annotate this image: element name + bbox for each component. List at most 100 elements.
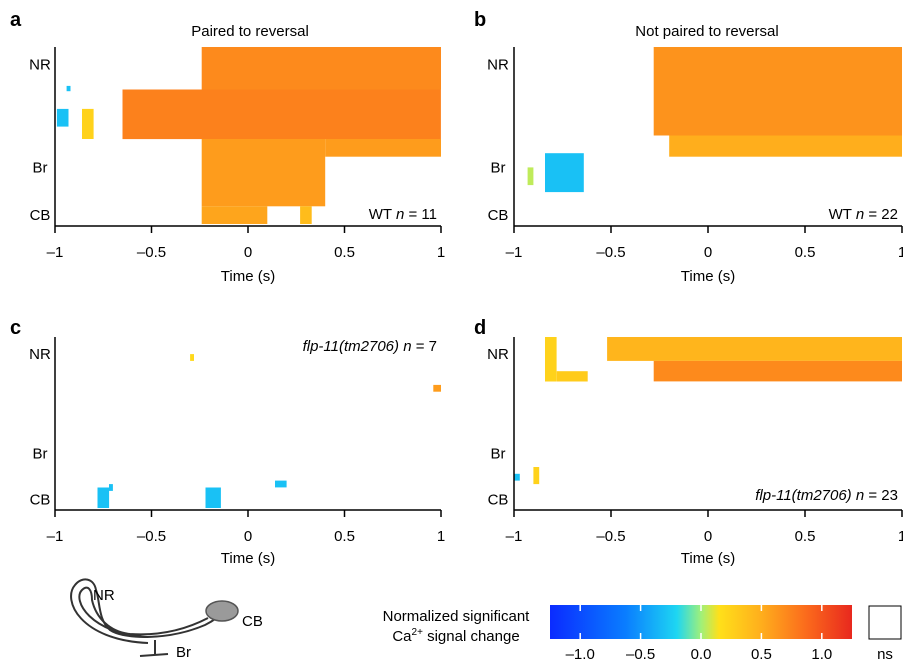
heatmap-cell-c-4 [205, 487, 221, 508]
heatmap-cell-a-7 [56, 108, 69, 127]
x-tick-label-c-2: 0 [244, 528, 252, 545]
panel-letter-b: b [474, 9, 486, 31]
annotation-n-value-c: = 7 [416, 338, 437, 355]
colorbar-tick-label-4: 1.0 [811, 646, 832, 662]
x-tick-label-a-2: 0 [244, 244, 252, 261]
heatmap-panel-c: –1 –0.5 0 0.5 1 Time (s) NR Br CB flp-11(tm2706) … [29, 337, 445, 567]
neuron-br-label: Br [176, 644, 191, 661]
heatmap-cell-a-0 [201, 47, 441, 90]
heatmap-cell-a-8 [66, 85, 71, 92]
x-tick-label-c-1: –0.5 [137, 528, 166, 545]
annotation-n-value-d: = 23 [868, 487, 898, 504]
heatmap-cell-a-1 [122, 89, 441, 140]
neuron-cb-label: CB [242, 613, 263, 630]
heatmap-cell-c-2 [97, 487, 110, 508]
neuron-branch-path [139, 640, 169, 657]
heatmap-cell-d-5 [533, 467, 540, 485]
legend-ca-label: Ca [392, 628, 412, 645]
heatmap-cell-d-3 [556, 371, 588, 382]
y-tick-label-c-2: CB [30, 491, 51, 508]
y-tick-label-c-0: NR [29, 346, 51, 363]
x-tick-label-a-4: 1 [437, 244, 445, 261]
annotation-genotype-c: flp-11(tm2706) [303, 338, 404, 355]
colorbar-tick-label-1: –0.5 [626, 646, 655, 662]
x-tick-label-c-4: 1 [437, 528, 445, 545]
heatmap-cell-c-1 [433, 384, 441, 392]
ns-label: ns [877, 646, 893, 662]
legend-signal-label: signal change [423, 628, 520, 645]
legend-title-line2: Ca2+ signal change [392, 627, 519, 645]
x-axis-label-d: Time (s) [681, 550, 735, 567]
y-tick-label-c-1: Br [33, 445, 48, 462]
colorbar-tick-label-2: 0.0 [691, 646, 712, 662]
heatmap-cell-a-2 [201, 139, 326, 207]
y-tick-label-b-0: NR [487, 57, 509, 74]
colorbar-tick-label-3: 0.5 [751, 646, 772, 662]
x-tick-label-a-1: –0.5 [137, 244, 166, 261]
x-tick-label-a-0: –1 [47, 244, 64, 261]
x-tick-label-d-0: –1 [506, 528, 523, 545]
annotation-n-value-b: = 22 [868, 206, 898, 223]
legend-title-line1: Normalized significant [383, 608, 531, 625]
annotation-n-value-a: = 11 [409, 206, 438, 223]
legend-ca-superscript: 2+ [412, 627, 424, 638]
y-tick-label-d-0: NR [487, 346, 509, 363]
x-tick-label-b-1: –0.5 [596, 244, 625, 261]
y-tick-label-d-2: CB [488, 491, 509, 508]
neuron-inner-path [78, 586, 209, 638]
neuron-schematic [70, 578, 227, 657]
panel-letter-d: d [474, 317, 486, 339]
annotation-genotype-d: flp-11(tm2706) [755, 487, 856, 504]
heatmap-panel-d: –1 –0.5 0 0.5 1 Time (s) NR Br CB flp-11(tm2706) … [487, 337, 903, 567]
heatmap-cell-b-1 [669, 135, 902, 157]
panel-a-title: Paired to reversal [191, 23, 309, 40]
heatmap-panel-a: –1 –0.5 0 0.5 1 Time (s) NR Br CB WT n = 11 [29, 47, 445, 285]
y-tick-label-b-2: CB [488, 207, 509, 224]
colorbar-tick-label-0: –1.0 [566, 646, 595, 662]
heatmap-cell-b-0 [653, 47, 902, 136]
heatmap-panel-b: –1 –0.5 0 0.5 1 Time (s) NR Br CB WT n = 22 [487, 47, 903, 285]
annotation-b: WT n = 22 [829, 206, 898, 223]
x-tick-label-d-4: 1 [898, 528, 903, 545]
heatmap-cell-a-4 [201, 206, 268, 224]
x-tick-label-c-3: 0.5 [334, 528, 355, 545]
x-tick-label-c-0: –1 [47, 528, 64, 545]
heatmap-cell-c-0 [190, 354, 194, 361]
x-tick-label-d-3: 0.5 [795, 528, 816, 545]
annotation-n-d: n [856, 487, 869, 504]
x-tick-label-a-3: 0.5 [334, 244, 355, 261]
heatmap-cell-b-2 [545, 153, 584, 193]
heatmap-cell-d-1 [653, 360, 902, 382]
heatmap-cell-a-6 [82, 108, 94, 139]
annotation-a: WT n = 11 [369, 206, 437, 223]
x-tick-label-b-4: 1 [898, 244, 903, 261]
annotation-n-b: n [856, 206, 869, 223]
x-tick-label-b-2: 0 [704, 244, 712, 261]
y-tick-label-a-1: Br [33, 159, 48, 176]
x-tick-label-b-0: –1 [506, 244, 523, 261]
annotation-genotype-b: WT [829, 206, 856, 223]
neuron-nr-label: NR [93, 587, 115, 604]
x-axis-label-a: Time (s) [221, 268, 275, 285]
heatmap-cell-c-3 [109, 484, 113, 491]
x-tick-label-b-3: 0.5 [795, 244, 816, 261]
heatmap-cell-c-5 [275, 480, 287, 488]
y-tick-label-b-1: Br [491, 159, 506, 176]
annotation-c: flp-11(tm2706) n = 7 [303, 338, 437, 355]
heatmap-cell-d-0 [607, 337, 902, 361]
panel-b-title: Not paired to reversal [635, 23, 778, 40]
heatmap-cell-d-4 [514, 473, 520, 481]
x-tick-label-d-1: –0.5 [596, 528, 625, 545]
annotation-n-a: n [396, 206, 409, 223]
heatmap-cell-b-3 [527, 167, 534, 186]
x-axis-label-b: Time (s) [681, 268, 735, 285]
neuron-process-path [70, 578, 227, 644]
cell-body-shape [205, 600, 239, 622]
annotation-d: flp-11(tm2706) n = 23 [755, 487, 898, 504]
x-axis-label-c: Time (s) [221, 550, 275, 567]
heatmap-cell-a-3 [325, 139, 441, 157]
y-tick-label-d-1: Br [491, 445, 506, 462]
x-tick-label-d-2: 0 [704, 528, 712, 545]
annotation-genotype-a: WT [369, 206, 396, 223]
